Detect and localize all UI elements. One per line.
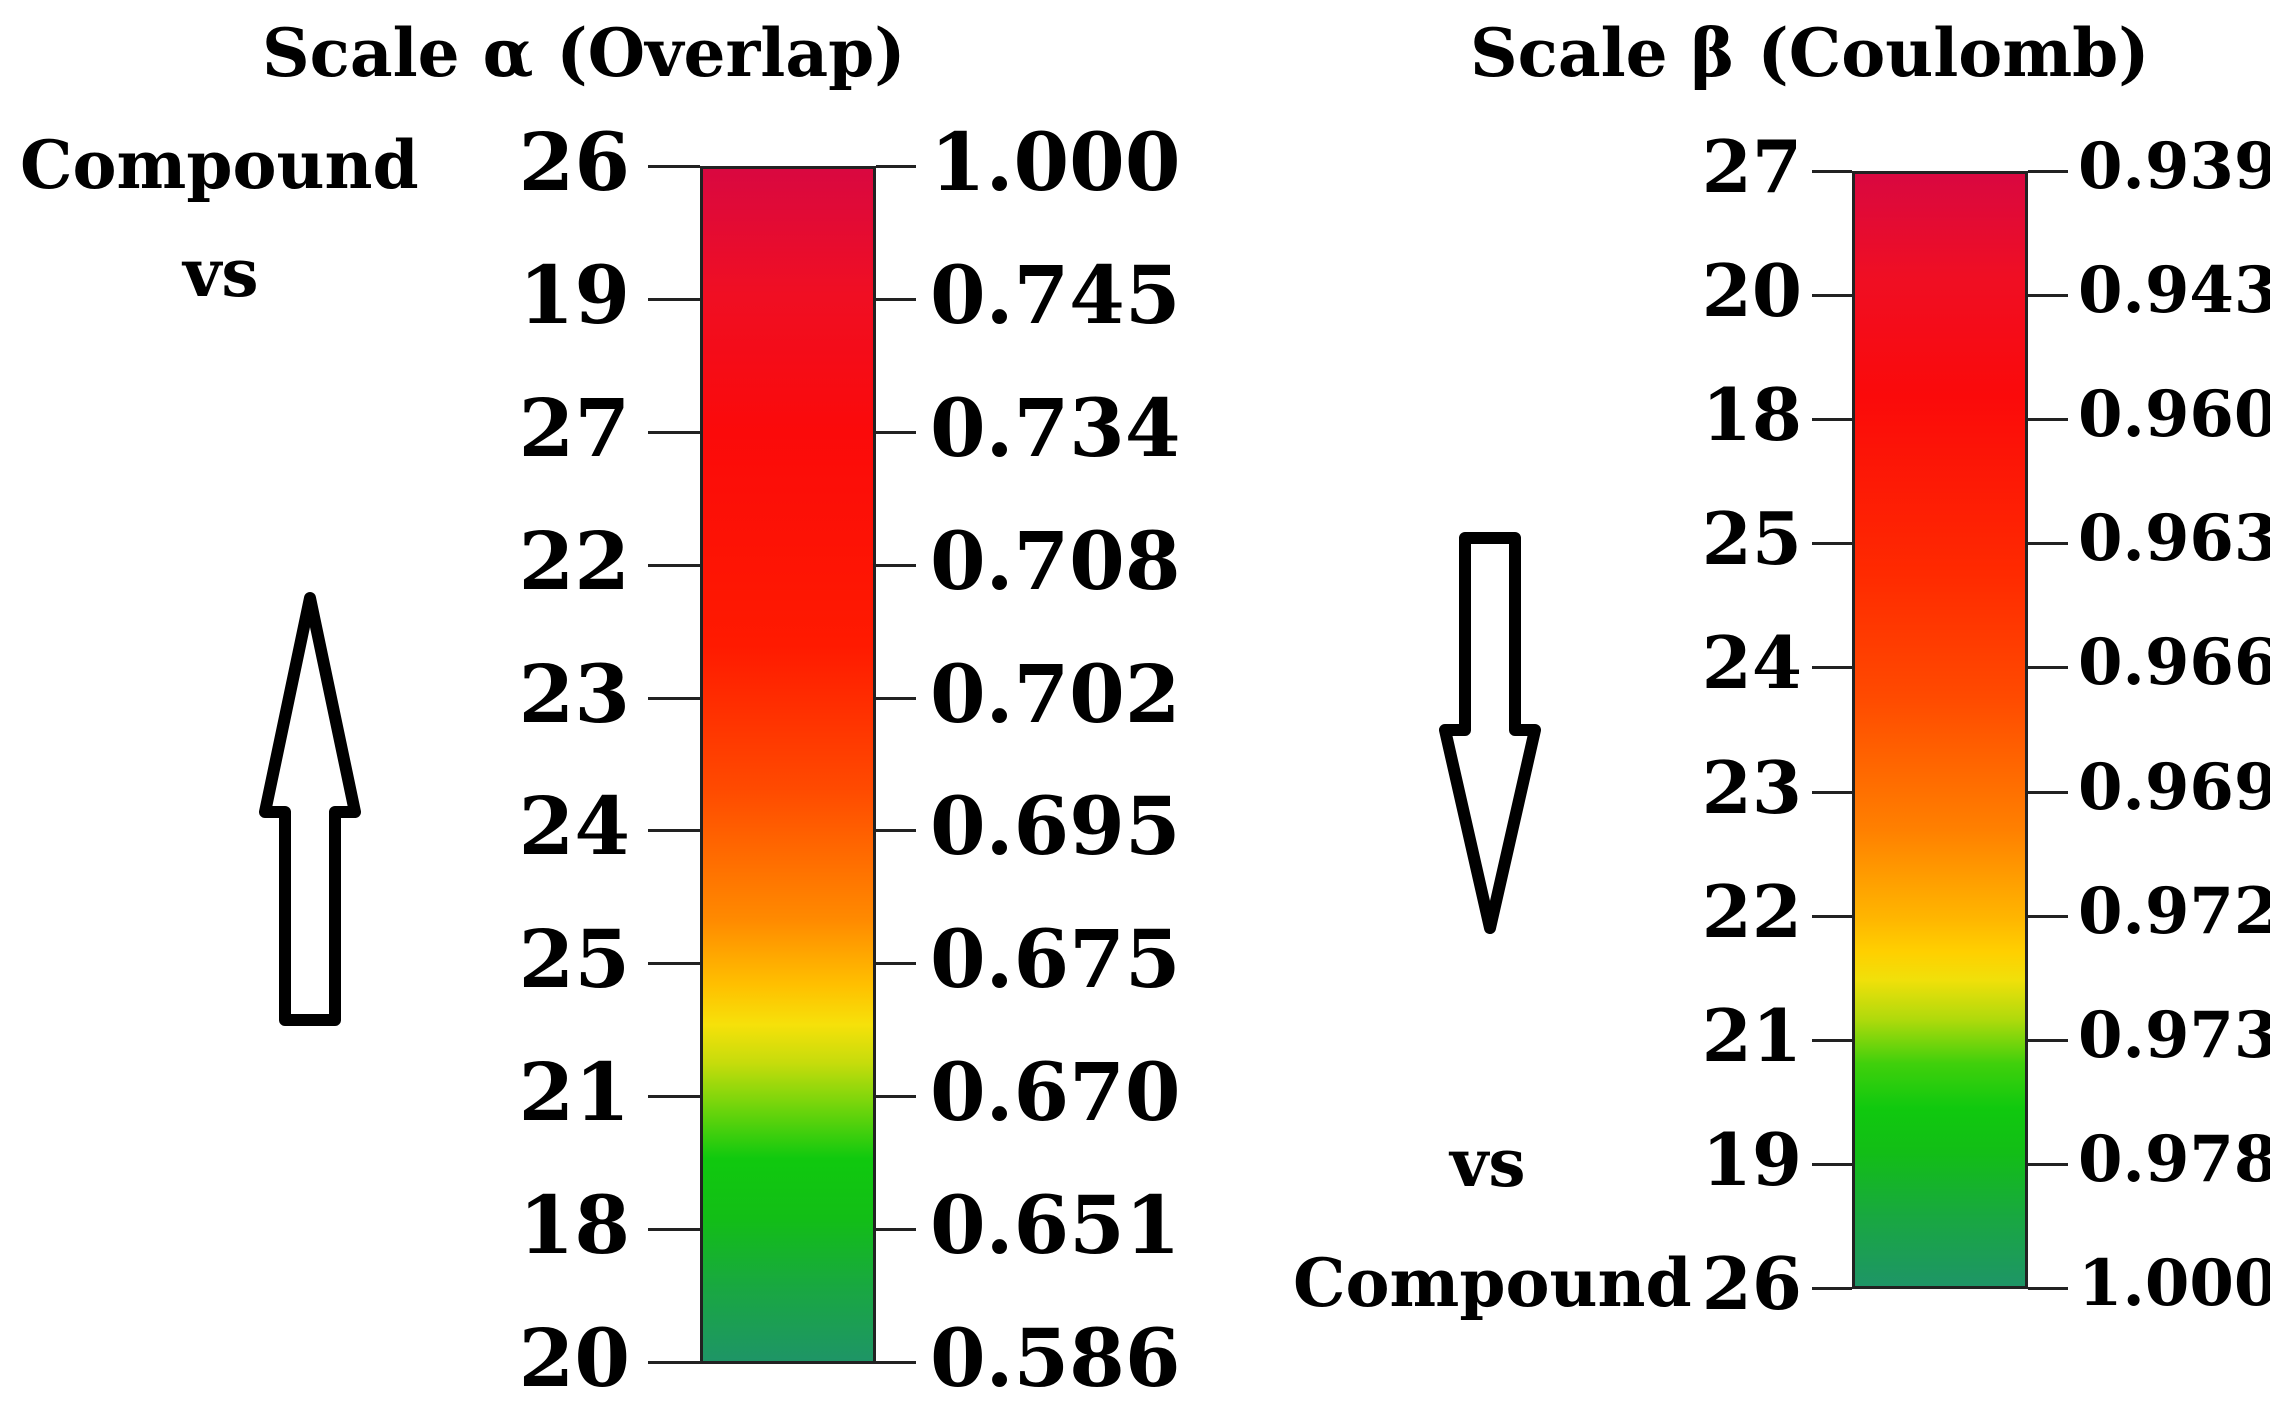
tick-left <box>648 563 700 567</box>
similarity-value: 0.966 <box>2078 625 2270 701</box>
tick-right <box>2028 1162 2068 1166</box>
compound-number: 21 <box>518 1045 630 1140</box>
tick-left <box>648 1361 700 1364</box>
compound-number: 18 <box>518 1178 630 1273</box>
similarity-value: 0.973 <box>2078 997 2270 1073</box>
tick-left <box>1812 790 1852 794</box>
scale-beta-compound-label: Compound <box>1293 1244 1692 1322</box>
tick-left <box>648 430 700 434</box>
tick-left <box>648 1095 700 1099</box>
tick-right <box>2028 1287 2068 1290</box>
tick-right <box>876 962 916 966</box>
similarity-value: 0.745 <box>930 247 1181 342</box>
similarity-value: 0.702 <box>930 646 1181 741</box>
tick-left <box>648 297 700 301</box>
similarity-value: 0.651 <box>930 1178 1181 1273</box>
tick-right <box>876 1361 916 1364</box>
tick-right <box>876 430 916 434</box>
compound-number: 19 <box>1701 1116 1802 1202</box>
tick-left <box>1812 542 1852 546</box>
tick-left <box>1812 666 1852 670</box>
compound-number: 27 <box>1701 124 1802 209</box>
tick-left <box>1812 294 1852 298</box>
scale-alpha-vs-label: vs <box>183 234 259 312</box>
scale-alpha-color-bar <box>700 166 876 1364</box>
compound-number: 25 <box>518 912 630 1007</box>
similarity-value: 0.695 <box>930 779 1181 874</box>
scale-beta-color-bar <box>1852 171 2028 1289</box>
tick-right <box>2028 170 2068 173</box>
tick-left <box>648 829 700 833</box>
tick-right <box>876 1095 916 1099</box>
compound-number: 23 <box>518 646 630 741</box>
scale-alpha: Scale α (Overlap) Compound vs 26 1.000 19 0… <box>20 14 1181 1405</box>
compound-number: 23 <box>1701 744 1802 830</box>
compound-number: 22 <box>1701 868 1802 954</box>
similarity-value: 0.972 <box>2078 873 2270 949</box>
similarity-value: 1.000 <box>930 115 1181 209</box>
tick-right <box>2028 914 2068 918</box>
similarity-value: 0.708 <box>930 513 1181 608</box>
compound-number: 26 <box>518 115 630 209</box>
scale-alpha-title: Scale α (Overlap) <box>262 14 906 92</box>
similarity-value: 0.670 <box>930 1045 1181 1140</box>
similarity-value: 1.000 <box>2078 1246 2270 1321</box>
scale-beta: Scale β (Coulomb) vs Compound 27 0.939 20 0… <box>1160 0 2270 1410</box>
tick-left <box>1812 1287 1852 1290</box>
similarity-value: 0.960 <box>2078 377 2270 453</box>
tick-right <box>2028 1038 2068 1042</box>
tick-right <box>876 165 916 168</box>
compound-number: 20 <box>1701 248 1802 334</box>
scale-alpha-compound-label: Compound <box>20 126 419 204</box>
compound-number: 25 <box>1701 496 1802 582</box>
tick-left <box>1812 170 1852 173</box>
arrow-up-icon <box>259 592 361 1026</box>
compound-number: 24 <box>1701 620 1802 706</box>
tick-right <box>2028 790 2068 794</box>
scale-beta-vs-label: vs <box>1450 1124 1526 1202</box>
tick-left <box>1812 1162 1852 1166</box>
similarity-value: 0.734 <box>930 380 1181 475</box>
similarity-value: 0.586 <box>930 1311 1181 1405</box>
compound-number: 21 <box>1701 992 1802 1078</box>
compound-number: 24 <box>518 779 630 874</box>
similarity-value: 0.963 <box>2078 501 2270 577</box>
tick-left <box>648 1228 700 1232</box>
compound-number: 22 <box>518 513 630 608</box>
tick-left <box>1812 1038 1852 1042</box>
tick-left <box>1812 418 1852 422</box>
tick-left <box>648 962 700 966</box>
tick-right <box>876 696 916 700</box>
compound-number: 26 <box>1701 1241 1802 1326</box>
similarity-value: 0.978 <box>2078 1121 2270 1197</box>
tick-right <box>876 1228 916 1232</box>
compound-number: 20 <box>518 1311 630 1405</box>
similarity-value: 0.969 <box>2078 749 2270 825</box>
tick-right <box>876 563 916 567</box>
similarity-value: 0.939 <box>2078 129 2270 204</box>
similarity-value: 0.943 <box>2078 253 2270 329</box>
tick-right <box>876 297 916 301</box>
tick-right <box>2028 542 2068 546</box>
compound-number: 18 <box>1701 372 1802 458</box>
tick-left <box>648 696 700 700</box>
arrow-down-icon <box>1439 532 1541 934</box>
tick-left <box>648 165 700 168</box>
compound-number: 27 <box>518 380 630 475</box>
scale-beta-title: Scale β (Coulomb) <box>1470 14 2150 92</box>
tick-left <box>1812 914 1852 918</box>
tick-right <box>2028 666 2068 670</box>
tick-right <box>2028 418 2068 422</box>
tick-right <box>876 829 916 833</box>
compound-number: 19 <box>518 247 630 342</box>
similarity-value: 0.675 <box>930 912 1181 1007</box>
tick-right <box>2028 294 2068 298</box>
